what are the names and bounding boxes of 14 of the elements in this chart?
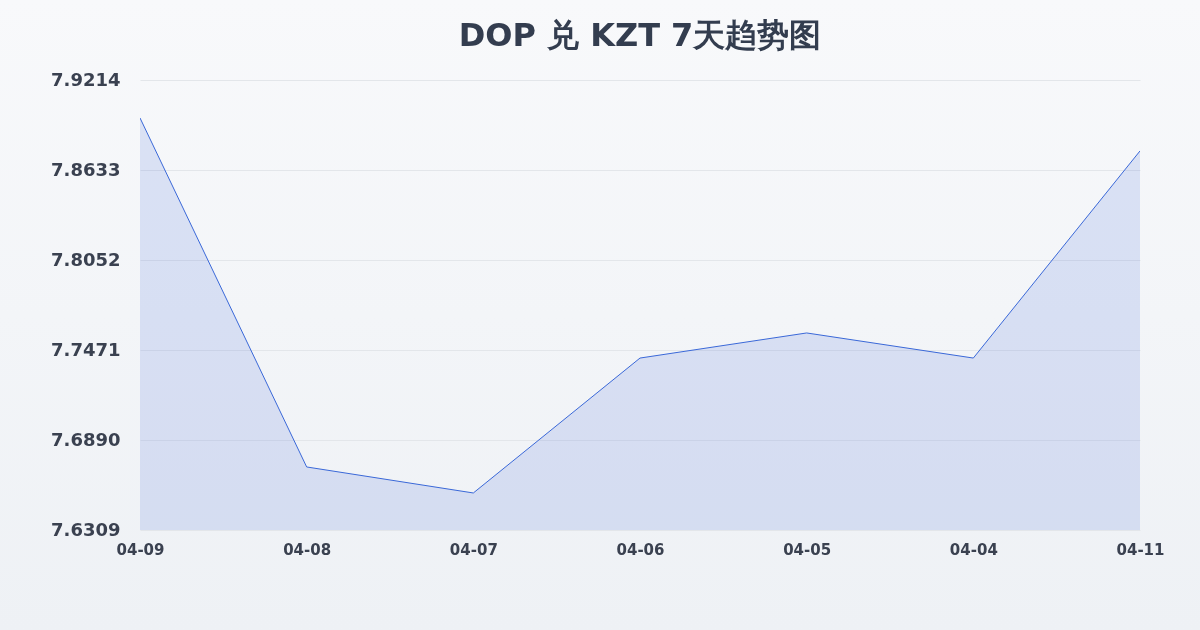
- x-tick-label: 04-07: [449, 540, 498, 559]
- x-tick-label: 04-04: [949, 540, 998, 559]
- y-tick-label: 7.6309: [51, 518, 121, 540]
- y-tick-label: 7.9214: [51, 68, 121, 90]
- chart-title: DOP 兑 KZT 7天趋势图: [458, 16, 822, 54]
- y-tick-label: 7.8633: [51, 158, 121, 180]
- x-tick-label: 04-09: [116, 540, 165, 559]
- y-tick-label: 7.8052: [51, 248, 121, 270]
- y-tick-label: 7.6890: [51, 428, 121, 450]
- x-tick-label: 04-11: [1116, 540, 1165, 559]
- x-tick-label: 04-08: [283, 540, 332, 559]
- x-tick-label: 04-06: [616, 540, 665, 559]
- y-tick-label: 7.7471: [51, 338, 121, 360]
- x-tick-label: 04-05: [783, 540, 832, 559]
